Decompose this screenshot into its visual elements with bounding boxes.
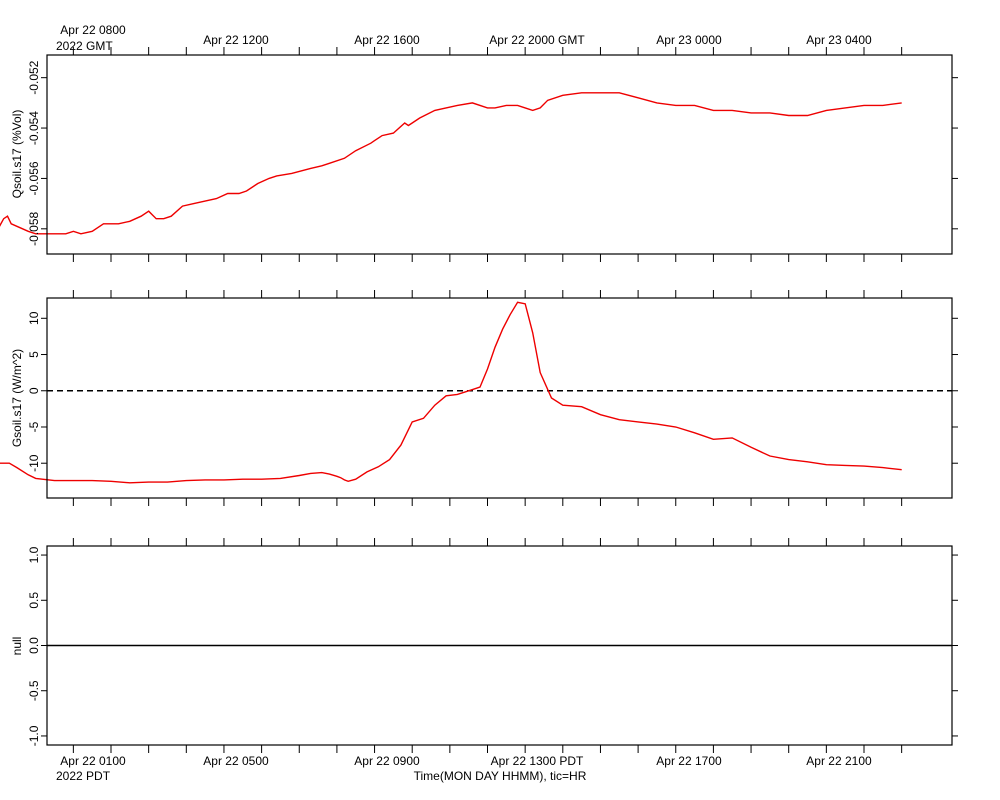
bottom-tick-label: Apr 22 1300 PDT [491,754,584,768]
gsoil-series-line [0,301,902,484]
top-tick-label: Apr 22 1200 [203,33,269,47]
y-tick-label: 0 [27,387,41,394]
y-axis-title: Gsoil.s17 (W/m^2) [10,349,24,447]
top-tick-label: Apr 22 0800 [60,23,126,37]
null-frame [46,545,953,746]
qsoil-ytick-labels: -0.058 -0.056 -0.054 -0.052 [27,60,41,245]
null-ytick-labels: -1.0 -0.5 0.0 0.5 1.0 [27,546,41,746]
bottom-tick-label: Apr 22 0500 [203,754,269,768]
bottom-axis-labels: Apr 22 0100 2022 PDT Apr 22 0500 Apr 22 … [56,754,872,783]
bottom-tick-label: Apr 22 0900 [354,754,420,768]
qsoil-series-line [0,92,902,235]
top-tick-label: Apr 22 2000 GMT [489,33,585,47]
y-tick-label: -0.058 [27,211,41,245]
bottom-tick-label: Apr 22 0100 [60,754,126,768]
y-tick-label: -1.0 [27,725,41,746]
qsoil-frame [46,54,953,255]
bottom-tick-label: Apr 22 1700 [656,754,722,768]
y-tick-label: -5 [27,421,41,432]
y-tick-label: 10 [27,311,41,325]
bottom-tick-sublabel: 2022 PDT [56,769,111,783]
top-axis-labels: Apr 22 0800 2022 GMT Apr 22 1200 Apr 22 … [56,23,872,53]
panel-qsoil: -0.058 -0.056 -0.054 -0.052 Qsoil.s17 (%… [0,47,958,262]
top-tick-label: Apr 23 0400 [806,33,872,47]
y-tick-label: -0.054 [27,111,41,145]
gsoil-frame [46,297,953,499]
y-tick-label: -0.5 [27,680,41,701]
gsoil-ytick-labels: -10 -5 0 5 10 [27,311,41,472]
null-ticks [41,538,958,753]
top-tick-label: Apr 22 1600 [354,33,420,47]
panel-gsoil: -10 -5 0 5 10 Gsoil.s17 (W/m^2) [0,290,958,506]
y-tick-label: 0.5 [27,592,41,609]
gsoil-ticks [41,290,958,506]
x-axis-title: Time(MON DAY HHMM), tic=HR [414,769,587,783]
qsoil-ticks [41,47,958,262]
y-tick-label: -0.052 [27,60,41,94]
y-tick-label: -10 [27,454,41,472]
y-axis-title: Qsoil.s17 (%Vol) [10,110,24,199]
top-tick-sublabel: 2022 GMT [56,39,113,53]
y-tick-label: -0.056 [27,161,41,195]
y-tick-label: 0.0 [27,637,41,654]
panel-null: -1.0 -0.5 0.0 0.5 1.0 null [10,538,958,753]
y-tick-label: 5 [27,351,41,358]
top-tick-label: Apr 23 0000 [656,33,722,47]
y-axis-title: null [10,637,24,656]
y-tick-label: 1.0 [27,546,41,563]
bottom-tick-label: Apr 22 2100 [806,754,872,768]
